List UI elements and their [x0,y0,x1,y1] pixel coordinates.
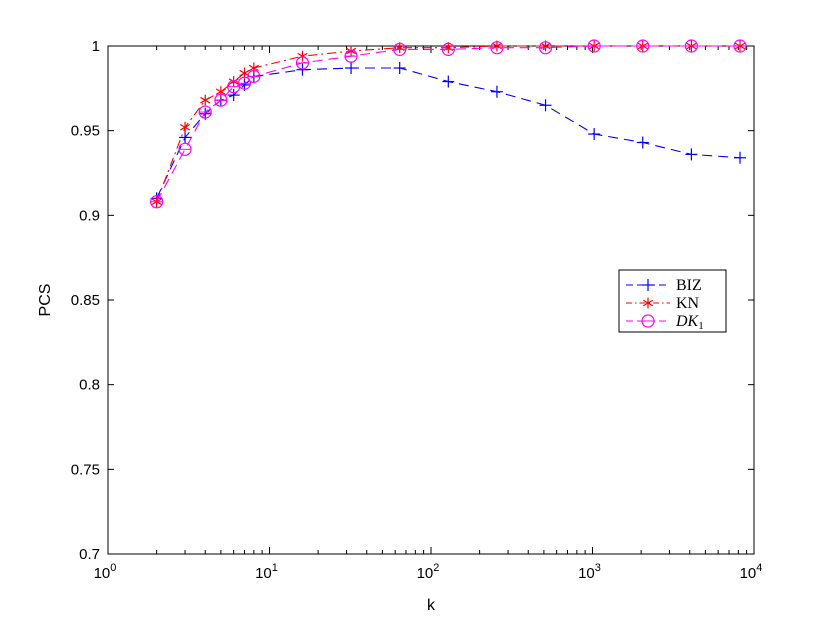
legend-label-biz: BIZ [676,277,702,294]
series-layer [150,39,747,209]
data-point-dk1 [393,42,407,56]
legend-box [618,269,727,333]
marker-stroke [179,124,191,131]
legend-label-kn: KN [676,295,700,312]
data-point-dk1 [733,39,747,53]
legend-entry-dk1: DK1 [626,313,704,332]
x-tick-base: 10 [94,565,111,582]
x-tick-label: 104 [740,562,763,582]
x-tick-exponent: 1 [272,562,278,574]
data-point-dk1 [214,93,228,107]
marker-stroke [228,78,239,85]
data-point-dk1 [587,39,601,53]
data-point-biz [227,89,240,102]
y-tick-label: 0.8 [79,377,100,394]
data-point-biz [442,75,455,88]
x-tick-exponent: 4 [756,562,762,574]
data-point-kn [179,121,191,133]
data-point-biz [734,151,747,164]
data-point-dk1 [684,39,698,53]
data-point-kn [215,86,226,98]
series-dk1 [150,39,747,209]
data-point-biz [636,136,649,149]
legend-label-dk1: DK1 [675,313,704,332]
legend-label-dk-main: DK [675,313,700,330]
x-tick-base: 10 [578,565,595,582]
x-axis-label: k [427,597,436,614]
data-point-dk1 [636,39,650,53]
data-point-biz [588,128,601,141]
y-tick-label: 0.9 [79,207,100,224]
x-tick-label: 102 [417,562,440,582]
legend-marker-dk1 [641,314,655,328]
legend-entry-biz: BIZ [626,277,702,294]
x-tick-exponent: 0 [110,562,116,574]
data-point-biz [490,85,503,98]
y-tick-label: 0.7 [79,546,100,563]
x-tick-base: 10 [740,565,757,582]
data-point-biz [393,62,406,75]
data-point-kn [228,76,239,88]
data-point-dk1 [295,56,310,70]
data-point-dk1 [538,41,553,55]
y-tick-label: 1 [92,38,100,55]
data-point-dk1 [490,41,504,55]
x-tick-base: 10 [417,565,434,582]
data-point-biz [539,99,552,112]
legend-marker-biz [642,279,654,291]
y-tick-label: 0.95 [71,123,100,140]
data-point-kn [248,62,259,74]
data-point-dk1 [344,49,358,63]
legend-entry-kn: KN [626,295,700,312]
y-tick-label: 0.75 [71,461,100,478]
x-tick-exponent: 2 [433,562,439,574]
marker-stroke [642,299,654,307]
data-point-biz [345,62,358,75]
data-point-biz [179,131,192,144]
marker-stroke [239,69,250,77]
data-point-kn [200,94,211,106]
x-tick-label: 103 [578,562,601,582]
data-point-dk1 [247,69,261,84]
data-point-dk1 [198,105,212,119]
marker-stroke [248,64,259,72]
marker-stroke [215,88,226,95]
legend-marker-kn [642,297,654,309]
data-point-biz [685,148,698,161]
x-tick-label: 101 [255,562,278,582]
data-point-dk1 [178,142,192,156]
legend-label-dk-sub: 1 [698,320,704,332]
x-tick-exponent: 3 [595,562,601,574]
data-point-dk1 [150,195,164,209]
y-tick-label: 0.85 [71,292,100,309]
data-point-dk1 [441,42,455,56]
x-tick-base: 10 [255,565,272,582]
marker-stroke [200,96,211,104]
marker-stroke [346,47,357,55]
data-point-biz [296,63,309,76]
data-point-dk1 [237,76,252,90]
x-tick-label: 100 [94,562,117,582]
y-axis-label: PCS [37,284,54,317]
data-point-kn [346,45,357,57]
